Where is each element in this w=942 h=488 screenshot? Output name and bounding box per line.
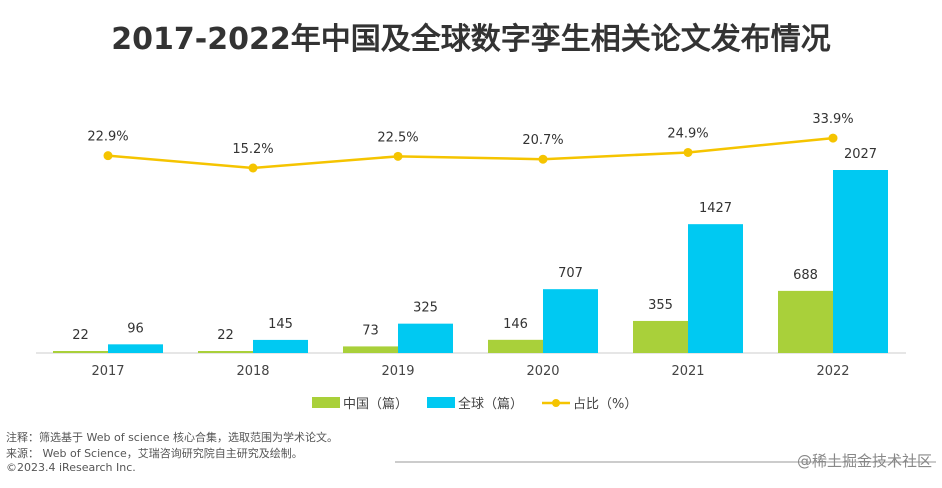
line-label: 20.7%: [522, 133, 563, 148]
line-point: [103, 151, 113, 161]
line-point: [538, 154, 548, 164]
legend-label: 中国（篇）: [343, 397, 408, 412]
data-label: 325: [413, 301, 438, 316]
data-label: 73: [362, 323, 379, 338]
line-point: [683, 147, 693, 157]
data-label: 2027: [844, 147, 877, 162]
bar: [688, 224, 743, 353]
legend-label: 占比（%）: [573, 397, 637, 412]
legend-label: 全球（篇）: [458, 396, 523, 412]
watermark: @稀土掘金技术社区: [796, 452, 932, 470]
x-tick-label: 2017: [91, 364, 124, 379]
bar: [198, 351, 253, 353]
line-point: [248, 163, 258, 173]
x-tick-label: 2019: [381, 364, 414, 379]
data-label: 146: [503, 317, 528, 332]
bar: [253, 339, 308, 353]
bar: [778, 290, 833, 353]
line-series: [107, 136, 834, 170]
data-label: 355: [648, 298, 673, 313]
line-label: 24.9%: [667, 126, 708, 141]
line-label: 22.9%: [87, 130, 128, 145]
legend-marker: [552, 399, 560, 407]
data-label: 1427: [699, 201, 732, 216]
legend-swatch: [312, 397, 340, 408]
source-note: 来源： Web of Science，艾瑞咨询研究院自主研究及绘制。: [6, 447, 303, 460]
bar: [488, 339, 543, 353]
bar: [543, 289, 598, 353]
x-tick-label: 2021: [671, 364, 704, 379]
bar: [343, 346, 398, 353]
x-tick-label: 2018: [236, 364, 269, 379]
bar: [53, 351, 108, 353]
data-label: 145: [268, 317, 293, 332]
line-label: 33.9%: [812, 112, 853, 127]
bar: [633, 320, 688, 353]
legend-swatch: [427, 397, 455, 408]
line-point: [828, 133, 838, 143]
chart-title: 2017-2022年中国及全球数字孪生相关论文发布情况: [111, 22, 831, 57]
line-label: 15.2%: [232, 142, 273, 157]
bar: [398, 323, 453, 353]
line-label: 22.5%: [377, 130, 418, 145]
bar: [833, 170, 888, 353]
copyright: ©2023.4 iResearch Inc.: [6, 461, 136, 474]
footnote: 注释：筛选基于 Web of science 核心合集，选取范围为学术论文。: [6, 431, 338, 444]
data-label: 96: [127, 321, 144, 336]
data-label: 688: [793, 268, 818, 283]
x-tick-label: 2022: [816, 364, 849, 379]
data-label: 22: [72, 328, 89, 343]
data-label: 22: [217, 328, 234, 343]
x-tick-label: 2020: [526, 364, 559, 379]
data-label: 707: [558, 266, 583, 281]
bar: [108, 344, 163, 353]
line-point: [393, 151, 403, 161]
